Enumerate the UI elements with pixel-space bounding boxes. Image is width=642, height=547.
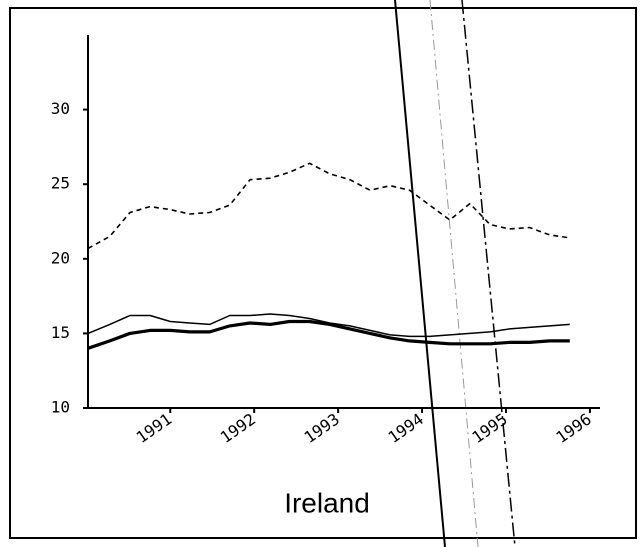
y-tick-label: 25 [51,174,70,193]
y-tick-label: 10 [51,398,70,417]
scan-artifact [429,0,479,547]
x-tick-label: 1991 [133,409,175,447]
y-tick-label: 20 [51,248,70,267]
x-tick-label: 1994 [384,409,426,447]
y-tick-label: 30 [51,99,70,118]
x-tick-label: 1992 [217,409,259,447]
scan-artifact [461,0,516,547]
frame [9,7,637,539]
scan-artifact [394,0,446,547]
y-tick-label: 15 [51,323,70,342]
x-tick-label: 1993 [301,409,343,447]
chart-title: Ireland [284,487,370,518]
x-tick-label: 1996 [552,409,594,447]
line-series [87,319,570,350]
line-series [87,162,570,250]
